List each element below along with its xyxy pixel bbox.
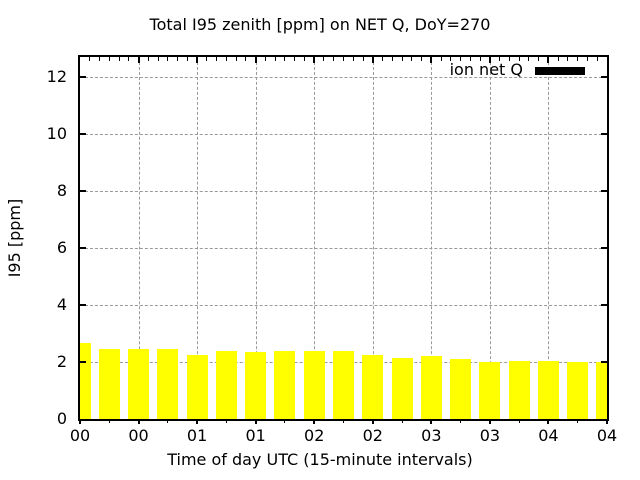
bar-02:45 (391, 357, 413, 419)
bar-00:45 (157, 349, 179, 419)
x-gridline (138, 57, 140, 419)
y-gridline (80, 304, 607, 306)
bar-00:30 (128, 349, 150, 419)
bar-04:30 (596, 362, 607, 419)
bar-02:00 (303, 350, 325, 419)
x-tick-label: 02 (362, 426, 383, 445)
bar-00:00 (80, 343, 91, 419)
bar-01:30 (245, 352, 267, 419)
bar-00:15 (98, 349, 120, 419)
bar-02:30 (362, 354, 384, 419)
bar-03:45 (508, 360, 530, 419)
bar-01:45 (274, 350, 296, 419)
y-gridline (80, 247, 607, 249)
x-gridline (255, 57, 257, 419)
legend-label: ion net Q (449, 60, 523, 79)
bar-04:00 (537, 360, 559, 419)
bar-03:00 (420, 356, 442, 419)
legend-swatch (535, 67, 585, 75)
x-gridline (489, 57, 491, 419)
x-gridline (314, 57, 316, 419)
chart-title: Total I95 zenith [ppm] on NET Q, DoY=270 (149, 15, 491, 34)
x-tick-label: 04 (538, 426, 559, 445)
x-tick-label: 00 (69, 426, 91, 445)
bar-03:30 (479, 362, 501, 419)
y-gridline (80, 133, 607, 135)
x-axis-title: Time of day UTC (15-minute intervals) (167, 450, 473, 469)
x-gridline (431, 57, 433, 419)
bar-03:15 (450, 359, 472, 419)
x-tick-label: 04 (596, 426, 618, 445)
y-tick-label: 6 (56, 237, 67, 257)
bar-04:15 (567, 362, 589, 419)
x-tick-label: 03 (479, 426, 501, 445)
y-tick-label: 0 (56, 409, 67, 428)
y-gridline (80, 190, 607, 192)
x-tick-label: 02 (304, 426, 325, 445)
bar-02:15 (332, 350, 355, 419)
x-gridline (548, 57, 550, 419)
y-tick-label: 4 (56, 294, 67, 314)
x-tick-label: 03 (421, 426, 442, 445)
bar-01:15 (215, 350, 237, 419)
bar-01:00 (186, 354, 208, 419)
y-tick-label: 10 (46, 123, 67, 143)
plot-area (80, 57, 607, 419)
x-tick-label: 01 (245, 426, 266, 445)
y-tick-label: 12 (46, 66, 67, 86)
y-gridline (80, 76, 607, 78)
y-tick-label: 8 (56, 180, 67, 200)
x-gridline (197, 57, 199, 419)
x-gridline (372, 57, 374, 419)
x-tick-label: 00 (128, 426, 149, 445)
x-tick-label: 01 (186, 426, 208, 445)
y-tick-label: 2 (56, 351, 67, 371)
